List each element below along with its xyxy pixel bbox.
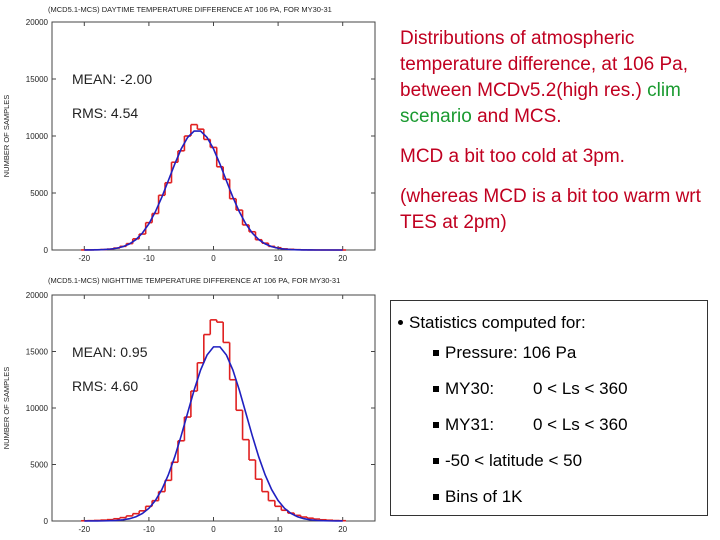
annotation: RMS: 4.60 xyxy=(72,378,138,394)
y-axis-label: NUMBER OF SAMPLES xyxy=(2,367,11,450)
paragraph: (whereas MCD is a bit too warm wrt TES a… xyxy=(400,186,701,233)
y-tick-label: 5000 xyxy=(30,461,48,470)
chart-title: (MCD5.1-MCS) NIGHTTIME TEMPERATURE DIFFE… xyxy=(48,276,340,285)
y-tick-label: 10000 xyxy=(26,132,49,141)
x-tick-label: 10 xyxy=(274,525,283,534)
y-tick-label: 20000 xyxy=(26,18,49,27)
x-tick-label: 10 xyxy=(274,254,283,263)
highlight: clim scenario xyxy=(400,80,681,127)
paragraph: Distributions of atmospheric temperature… xyxy=(400,26,712,130)
y-tick-label: 0 xyxy=(44,517,49,526)
y-tick-label: 15000 xyxy=(26,348,49,357)
box-item: -50 < latitude < 50 xyxy=(433,451,582,471)
plot-frame xyxy=(51,21,376,251)
item-text: MY30: xyxy=(445,379,495,398)
x-tick-label: 0 xyxy=(211,254,216,263)
box-item: Pressure: 106 Pa xyxy=(433,343,576,363)
fit-curve xyxy=(84,130,343,251)
box-item: MY31: 0 < Ls < 360 xyxy=(433,415,628,435)
fit-curve xyxy=(84,346,343,522)
y-tick-label: 0 xyxy=(44,246,49,255)
charts: (MCD5.1-MCS) DAYTIME TEMPERATURE DIFFERE… xyxy=(2,5,376,534)
paragraph: MCD a bit too cold at 3pm. xyxy=(400,146,625,167)
item-text: Bins of 1K xyxy=(445,487,523,506)
plot-frame xyxy=(51,294,376,522)
item-text: -50 < latitude < 50 xyxy=(445,451,583,470)
x-tick-label: 20 xyxy=(338,525,347,534)
x-tick-label: -10 xyxy=(143,254,155,263)
text-panel: Distributions of atmospheric temperature… xyxy=(400,26,712,250)
step-connector xyxy=(86,124,334,250)
y-axis-label: NUMBER OF SAMPLES xyxy=(2,95,11,178)
chart-title: (MCD5.1-MCS) DAYTIME TEMPERATURE DIFFERE… xyxy=(48,5,332,14)
annotation: RMS: 4.54 xyxy=(72,105,138,121)
x-tick-label: 0 xyxy=(211,525,216,534)
y-tick-label: 15000 xyxy=(26,75,49,84)
x-tick-label: -20 xyxy=(79,525,91,534)
x-tick-label: 20 xyxy=(338,254,347,263)
x-tick-label: -20 xyxy=(79,254,91,263)
text: Distributions of atmospheric temperature… xyxy=(400,28,688,101)
item-text: 0 < Ls < 360 xyxy=(533,415,628,434)
box-item: Bins of 1K xyxy=(433,487,523,507)
stats-box: Statistics computed for: Pressure: 106 P… xyxy=(390,300,708,516)
text: and MCS. xyxy=(471,106,562,127)
item-text: 0 < Ls < 360 xyxy=(533,379,628,398)
y-tick-label: 20000 xyxy=(26,291,49,300)
box-heading: Statistics computed for: xyxy=(398,313,586,333)
annotation: MEAN: 0.95 xyxy=(72,344,148,360)
annotation: MEAN: -2.00 xyxy=(72,71,152,87)
y-tick-label: 10000 xyxy=(26,404,49,413)
y-tick-label: 5000 xyxy=(30,189,48,198)
box-item: MY30: 0 < Ls < 360 xyxy=(433,379,628,399)
item-text: MY31: xyxy=(445,415,495,434)
x-tick-label: -10 xyxy=(143,525,155,534)
item-text: Pressure: 106 Pa xyxy=(445,343,577,362)
